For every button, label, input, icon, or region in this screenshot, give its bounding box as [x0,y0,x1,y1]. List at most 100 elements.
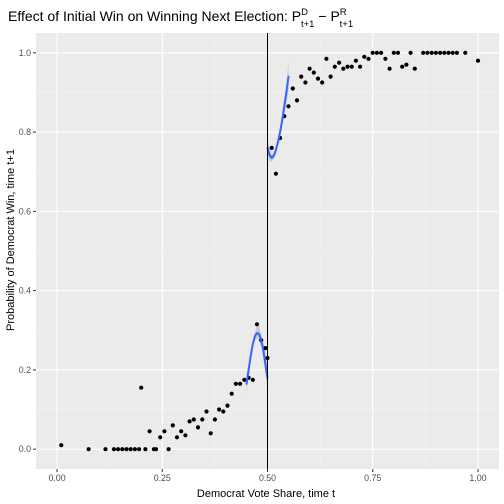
title-p2-sup: R [340,7,347,18]
data-point [254,322,260,327]
data-point [290,86,295,91]
data-point [324,56,329,61]
data-point [238,381,243,386]
title-main: Effect of Initial Win on Winning Next El… [8,8,292,24]
data-point [337,60,342,65]
x-axis: 0.00 0.25 0.50 0.75 1.00 [48,469,487,483]
title-p1-sup: D [301,7,308,18]
data-point [143,447,148,452]
title-p2: P [330,8,339,24]
data-point [120,447,125,452]
data-point [158,435,163,440]
data-point [362,54,367,59]
data-point [408,50,413,55]
fit-line-right [266,75,290,159]
x-tick-label: 0.50 [259,473,276,483]
data-point [147,429,152,434]
data-point [404,62,409,67]
data-point [137,447,142,452]
data-point [425,50,430,55]
title-p1-sub: t+1 [301,19,314,30]
data-point [353,58,358,63]
chart-title: Effect of Initial Win on Winning Next El… [8,7,353,30]
y-axis: 0.0 0.2 0.4 0.6 0.8 1.0 [19,48,36,454]
data-point [395,50,401,55]
data-point [229,391,234,396]
data-point [162,429,167,434]
x-tick-label: 1.00 [469,473,486,483]
plot-panel [36,33,499,469]
y-tick-label: 0.6 [19,206,31,216]
y-tick-label: 0.8 [19,127,31,137]
y-tick-label: 0.4 [19,286,31,296]
data-point [370,50,375,55]
data-point [374,50,379,55]
data-point [200,417,205,422]
title-minus: − [314,8,330,24]
data-point [366,56,371,61]
data-point [358,64,363,69]
data-point [387,66,392,71]
fit-lines [245,75,290,385]
data-point [242,377,247,382]
data-point [153,447,159,452]
data-point [391,50,396,55]
y-tick-label: 0.0 [19,444,31,454]
data-point [132,447,137,452]
data-point [217,407,222,412]
data-point [179,429,184,434]
data-point [429,50,434,55]
data-point [341,66,346,71]
y-tick-label: 1.0 [19,48,31,58]
data-point [269,145,274,150]
data-point [174,435,180,440]
data-point [294,98,300,103]
x-tick-label: 0.75 [364,473,381,483]
data-point [225,403,230,408]
data-point [233,381,238,386]
data-point [116,447,121,452]
data-point [311,70,316,75]
y-axis-title: Probability of Democrat Win, time t+1 [5,149,17,331]
data-point [286,104,291,109]
data-point [195,425,201,430]
data-point [412,66,417,71]
data-point [221,409,226,414]
data-point [263,346,268,351]
data-point [349,64,354,69]
data-point [111,447,116,452]
data-point [454,50,459,55]
title-p2-sub: t+1 [340,19,353,30]
data-point [328,74,333,79]
data-point [315,76,321,81]
data-point [187,419,192,424]
data-point [86,447,91,452]
title-p1: P [292,8,301,24]
data-point [59,443,64,448]
x-tick-label: 0.25 [154,473,171,483]
data-point [345,64,350,69]
data-point [438,50,443,55]
data-point [433,50,438,55]
data-point [475,58,481,63]
data-point [383,56,388,61]
data-point [212,417,217,422]
data-point [463,50,468,55]
data-point [183,433,188,438]
minor-gridlines [36,33,499,469]
data-point [307,66,312,71]
fit-line-left [245,332,269,385]
data-point [191,417,196,422]
data-points [59,50,481,452]
data-point [400,64,405,69]
data-point [204,409,209,414]
x-tick-label: 0.00 [48,473,65,483]
data-point [379,50,384,55]
y-tick-label: 0.2 [19,365,31,375]
x-axis-title: Democrat Vote Share, time t [197,488,335,500]
data-point [208,431,213,436]
data-point [139,385,144,390]
data-point [446,50,451,55]
data-point [303,80,308,85]
